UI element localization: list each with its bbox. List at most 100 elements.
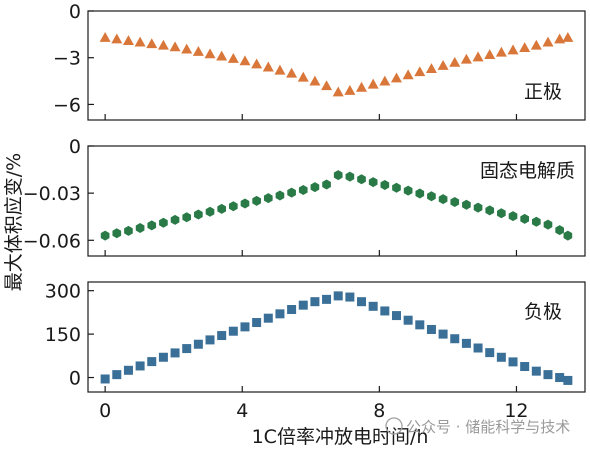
x-tick-label: 8 [373, 400, 385, 422]
data-point [450, 196, 460, 207]
data-point [555, 373, 565, 383]
data-point [485, 348, 495, 358]
data-point [252, 195, 261, 206]
data-point [345, 292, 355, 302]
data-point [147, 357, 157, 367]
y-tick-label: 0 [69, 368, 81, 390]
y-tick-label: −6 [53, 94, 81, 116]
data-point [333, 291, 343, 301]
data-point [182, 344, 192, 354]
data-point [473, 202, 483, 213]
y-tick-label: −0.06 [23, 230, 81, 252]
data-point [147, 220, 157, 231]
data-point [507, 44, 519, 55]
data-point [425, 63, 437, 74]
data-point [263, 193, 273, 204]
data-point [449, 56, 461, 67]
data-point [520, 362, 530, 372]
data-point [520, 213, 529, 224]
watermark: 公众号 · 储能科学与技术 [385, 417, 570, 436]
data-point [563, 230, 573, 241]
data-point [297, 71, 309, 82]
data-point [112, 228, 122, 239]
data-point [274, 64, 286, 75]
data-point [146, 38, 158, 49]
data-point [240, 198, 250, 209]
data-point [194, 209, 203, 220]
y-tick-label: 150 [45, 324, 81, 346]
data-point [239, 55, 251, 66]
data-point [414, 66, 426, 77]
data-point [437, 60, 449, 70]
wechat-icon [385, 417, 403, 435]
data-point [158, 352, 168, 362]
panel-3: 300 150 00 4 8 12 负极 [45, 281, 586, 422]
data-point [403, 315, 413, 325]
data-point [159, 217, 168, 228]
data-point [472, 51, 484, 62]
panel-1: 0 −3 −6 正极 [53, 1, 586, 121]
series-label: 固态电解质 [480, 160, 575, 182]
data-point [531, 366, 541, 376]
data-point [182, 212, 192, 223]
data-point [543, 370, 553, 380]
data-point [298, 185, 308, 195]
data-point [344, 84, 356, 95]
data-point [205, 335, 215, 345]
data-point [193, 339, 203, 349]
data-point [310, 182, 320, 193]
data-point [357, 297, 367, 307]
data-point [496, 352, 506, 362]
data-point [309, 75, 321, 86]
data-point [484, 49, 496, 59]
y-tick-label: −0.03 [23, 183, 81, 205]
data-point [275, 190, 285, 201]
watermark-text: 公众号 · 储能科学与技术 [406, 418, 570, 436]
y-tick-label: 300 [45, 281, 81, 303]
data-point [217, 203, 227, 214]
data-point [170, 214, 180, 225]
data-point [462, 199, 471, 210]
data-point [519, 42, 531, 52]
data-point [135, 223, 145, 234]
data-point [332, 86, 344, 97]
data-point [192, 45, 204, 56]
data-point [392, 182, 401, 193]
data-point [286, 67, 298, 78]
data-point [157, 39, 169, 50]
data-point [205, 206, 215, 217]
data-point [333, 170, 343, 181]
data-point [426, 324, 436, 334]
data-point [450, 334, 460, 344]
data-point [229, 201, 238, 212]
data-point [251, 58, 263, 69]
data-point [228, 326, 238, 336]
data-point [170, 348, 180, 358]
data-point [263, 313, 273, 323]
data-point [298, 300, 308, 310]
data-point [473, 343, 483, 353]
data-point [390, 72, 402, 83]
data-point [380, 179, 390, 190]
data-point [461, 338, 471, 348]
data-point [508, 357, 518, 367]
data-point [169, 41, 181, 52]
data-point [542, 36, 554, 47]
data-point [438, 194, 448, 205]
data-point [275, 309, 285, 319]
data-point [495, 46, 507, 57]
data-point [391, 311, 401, 321]
plot-frame [87, 10, 586, 121]
data-point [379, 75, 391, 86]
x-tick-label: 4 [236, 400, 248, 422]
data-point [322, 294, 332, 304]
data-point [111, 33, 123, 44]
data-point [555, 225, 564, 236]
series-markers [99, 31, 574, 97]
y-axis-label: 最大体积应变/% [3, 153, 25, 291]
y-tick-label: −3 [53, 48, 81, 70]
data-point [357, 174, 366, 185]
data-point [415, 320, 425, 330]
